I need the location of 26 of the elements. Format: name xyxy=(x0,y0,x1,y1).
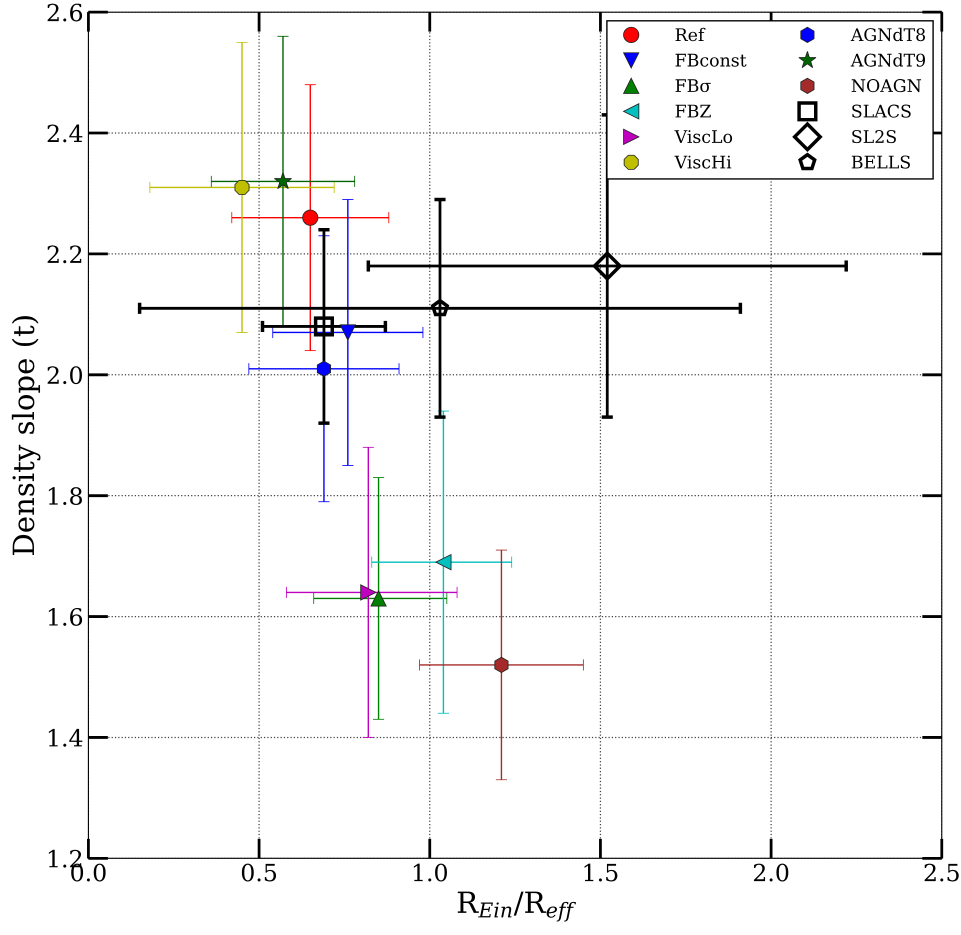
y-tick-label: 2.4 xyxy=(48,124,82,142)
legend-label: ViscLo xyxy=(674,130,732,144)
legend-label: AGNdT8 xyxy=(850,28,925,42)
legend-label: FBZ xyxy=(676,104,711,118)
x-axis-title: R$_{Ein}$/R$_{eff}$ xyxy=(458,892,576,922)
x-tick-label: 1.0 xyxy=(414,864,447,882)
legend-label: ViscHi xyxy=(674,156,732,169)
y-tick-label: 1.8 xyxy=(48,487,82,505)
legend-label: BELLS xyxy=(852,156,910,169)
y-tick-label: 2.2 xyxy=(48,245,82,264)
x-tick-label: 1.5 xyxy=(584,864,618,882)
legend-label: SL2S xyxy=(852,130,896,144)
legend-label: Ref xyxy=(676,28,706,42)
legend-label: NOAGN xyxy=(852,79,922,92)
x-tick-label: 0.5 xyxy=(242,864,276,882)
legend-label: FBconst xyxy=(676,54,747,67)
y-tick-label: 1.6 xyxy=(48,608,82,626)
y-tick-label: 1.4 xyxy=(48,728,82,747)
legend-label: FBσ xyxy=(676,79,711,92)
y-tick-label: 2.0 xyxy=(48,366,82,384)
x-tick-label: 2.0 xyxy=(754,864,788,882)
y-tick-label: 2.6 xyxy=(48,4,82,22)
legend-label: AGNdT9 xyxy=(850,53,925,67)
y-axis-title: Density slope (t) xyxy=(12,316,40,555)
legend-label: SLACS xyxy=(852,104,911,118)
x-tick-label: 2.5 xyxy=(924,864,959,882)
